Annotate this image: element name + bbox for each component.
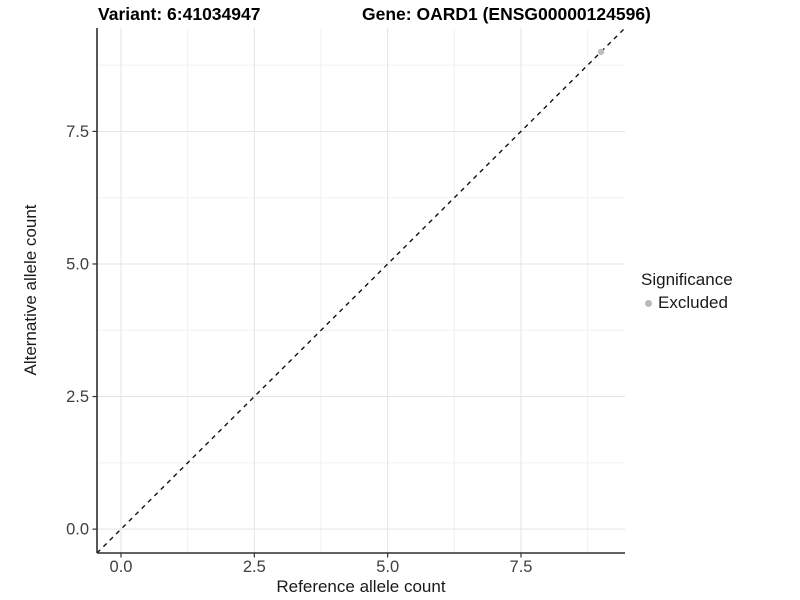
y-tick-label: 2.5 — [66, 388, 89, 406]
excluded-point-icon — [644, 299, 652, 307]
variant-title: Variant: 6:41034947 — [98, 4, 261, 24]
legend-item-excluded: Excluded — [641, 293, 733, 313]
x-tick-label: 5.0 — [376, 558, 399, 576]
x-axis-title: Reference allele count — [276, 577, 446, 596]
y-axis-title: Alternative allele count — [21, 204, 40, 376]
legend-item-label: Excluded — [658, 293, 728, 312]
x-tick-label: 2.5 — [243, 558, 266, 576]
x-tick-label: 0.0 — [110, 558, 133, 576]
data-point-excluded — [597, 48, 605, 56]
legend-key — [641, 295, 655, 311]
legend: Significance Excluded — [641, 270, 733, 313]
x-tick-label: 7.5 — [510, 558, 533, 576]
y-tick-label: 7.5 — [66, 123, 89, 141]
gene-title: Gene: OARD1 (ENSG00000124596) — [362, 4, 651, 24]
legend-title: Significance — [641, 270, 733, 289]
y-tick-label: 0.0 — [66, 521, 89, 539]
y-tick-label: 5.0 — [66, 255, 89, 273]
identity-dashed-line — [96, 27, 626, 554]
